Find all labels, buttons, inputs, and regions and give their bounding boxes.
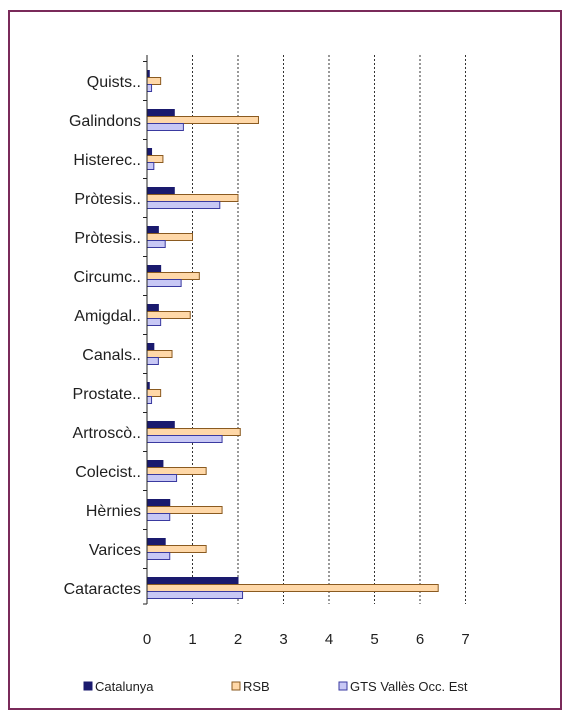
bar-gts xyxy=(146,513,171,521)
legend-label: RSB xyxy=(243,679,270,694)
bar-catalunya xyxy=(146,343,155,351)
bar-catalunya xyxy=(146,265,162,273)
bar-gts xyxy=(146,357,159,365)
bar-rsb xyxy=(146,350,173,358)
bar-gts xyxy=(146,162,155,170)
bar-gts xyxy=(146,201,221,209)
bar-rsb xyxy=(146,506,223,514)
chart-frame xyxy=(8,10,562,710)
category-label: Galindons xyxy=(69,113,141,130)
legend-swatch xyxy=(231,681,241,691)
bar-catalunya xyxy=(146,109,175,117)
bar-rsb xyxy=(146,389,162,397)
bar-gts xyxy=(146,123,184,131)
category-label: Prostate.. xyxy=(73,386,141,403)
x-tick-label: 7 xyxy=(461,631,469,648)
bar-catalunya xyxy=(146,499,171,507)
bar-rsb xyxy=(146,77,162,85)
category-label: Canals.. xyxy=(82,347,141,364)
x-tick-label: 0 xyxy=(143,631,151,648)
bar-rsb xyxy=(146,545,207,553)
x-tick-label: 6 xyxy=(416,631,424,648)
category-label: Cataractes xyxy=(64,581,141,598)
bar-gts xyxy=(146,552,171,560)
bar-catalunya xyxy=(146,148,153,156)
category-label: Artroscò.. xyxy=(73,425,141,442)
bar-gts xyxy=(146,435,223,443)
bar-catalunya xyxy=(146,187,175,195)
bar-rsb xyxy=(146,428,241,436)
x-tick-label: 2 xyxy=(234,631,242,648)
category-label: Pròtesis.. xyxy=(74,191,141,208)
bar-catalunya xyxy=(146,577,239,585)
bar-gts xyxy=(146,240,166,248)
category-label: Circumc.. xyxy=(73,269,141,286)
bar-gts xyxy=(146,396,153,404)
bar-rsb xyxy=(146,116,259,124)
x-tick-label: 5 xyxy=(370,631,378,648)
bar-catalunya xyxy=(146,421,175,429)
bar-rsb xyxy=(146,233,193,241)
x-tick-label: 3 xyxy=(279,631,287,648)
bar-gts xyxy=(146,591,244,599)
bar-catalunya xyxy=(146,226,159,234)
category-label: Varices xyxy=(89,542,141,559)
category-label: Pròtesis.. xyxy=(74,230,141,247)
bar-gts xyxy=(146,318,162,326)
bar-rsb xyxy=(146,155,164,163)
x-tick-label: 4 xyxy=(325,631,333,648)
bar-rsb xyxy=(146,311,191,319)
bar-catalunya xyxy=(146,460,164,468)
bar-catalunya xyxy=(146,304,159,312)
x-tick-label: 1 xyxy=(188,631,196,648)
category-label: Quists.. xyxy=(87,74,141,91)
bar-rsb xyxy=(146,467,207,475)
bar-rsb xyxy=(146,272,200,280)
legend-label: GTS Vallès Occ. Est xyxy=(350,679,468,694)
legend-swatch xyxy=(338,681,348,691)
category-label: Histerec.. xyxy=(73,152,141,169)
category-label: Colecist.. xyxy=(75,464,141,481)
bar-gts xyxy=(146,84,153,92)
category-label: Hèrnies xyxy=(86,503,141,520)
legend-swatch xyxy=(83,681,93,691)
bar-rsb xyxy=(146,194,239,202)
bar-gts xyxy=(146,474,178,482)
legend-label: Catalunya xyxy=(95,679,154,694)
bar-catalunya xyxy=(146,538,166,546)
bar-rsb xyxy=(146,584,439,592)
bar-gts xyxy=(146,279,182,287)
category-label: Amigdal.. xyxy=(74,308,141,325)
